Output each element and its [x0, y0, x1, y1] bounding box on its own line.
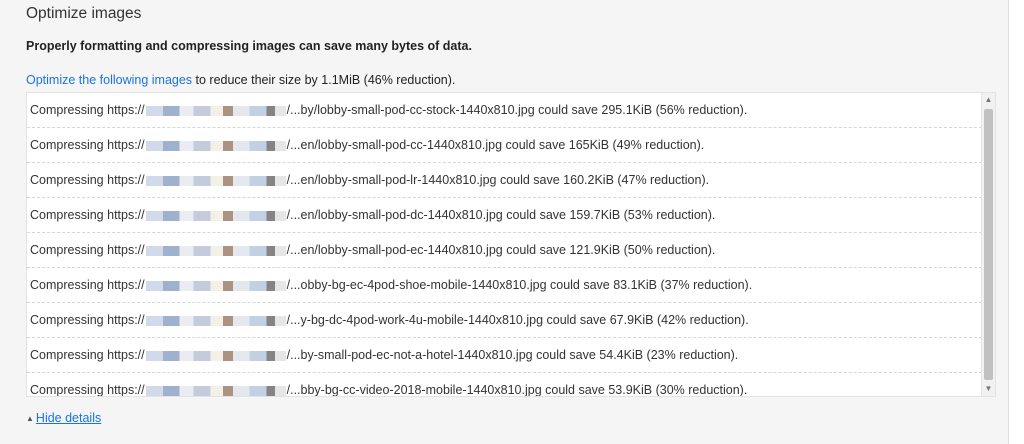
optimize-images-link[interactable]: Optimize the following images	[26, 73, 193, 87]
redacted-host	[145, 315, 286, 326]
row-prefix: Compressing https://	[30, 313, 145, 327]
row-suffix: /...y-bg-dc-4pod-work-4u-mobile-1440x810…	[286, 313, 749, 327]
summary-line: Optimize the following images to reduce …	[26, 73, 455, 87]
row-suffix: /...by/lobby-small-pod-cc-stock-1440x810…	[286, 103, 748, 117]
row-prefix: Compressing https://	[30, 348, 145, 362]
list-item: Compressing https:// /...en/lobby-small-p…	[27, 163, 982, 198]
row-suffix: /...en/lobby-small-pod-dc-1440x810.jpg c…	[286, 208, 716, 222]
redacted-host	[145, 210, 286, 221]
row-prefix: Compressing https://	[30, 138, 145, 152]
list-item: Compressing https:// /...by/lobby-small-p…	[27, 93, 982, 128]
redacted-host	[145, 350, 286, 361]
list-item: Compressing https:// /...by-small-pod-ec-…	[27, 338, 982, 373]
list-item: Compressing https:// /...en/lobby-small-p…	[27, 198, 982, 233]
row-prefix: Compressing https://	[30, 208, 145, 222]
redacted-host	[145, 175, 286, 186]
row-suffix: /...obby-bg-ec-4pod-shoe-mobile-1440x810…	[286, 278, 753, 292]
row-prefix: Compressing https://	[30, 383, 145, 397]
list-item: Compressing https:// /...bby-bg-cc-video-…	[27, 373, 982, 397]
redacted-host	[145, 385, 286, 396]
section-title: Optimize images	[26, 5, 142, 22]
image-list-rows: Compressing https:// /...by/lobby-small-p…	[27, 93, 982, 397]
redacted-host	[145, 280, 286, 291]
hide-details-link[interactable]: ▲ Hide details	[26, 411, 101, 425]
row-prefix: Compressing https://	[30, 278, 145, 292]
row-suffix: /...by-small-pod-ec-not-a-hotel-1440x810…	[286, 348, 739, 362]
image-list[interactable]: Compressing https:// /...by/lobby-small-p…	[26, 92, 996, 397]
list-item: Compressing https:// /...en/lobby-small-p…	[27, 128, 982, 163]
row-suffix: /...en/lobby-small-pod-lr-1440x810.jpg c…	[286, 173, 710, 187]
row-suffix: /...bby-bg-cc-video-2018-mobile-1440x810…	[286, 383, 748, 397]
redacted-host	[145, 105, 286, 116]
list-scrollbar[interactable]: ▲ ▼	[981, 93, 995, 396]
list-item: Compressing https:// /...en/lobby-small-p…	[27, 233, 982, 268]
redacted-host	[145, 140, 286, 151]
collapse-arrow-icon: ▲	[26, 414, 34, 423]
row-prefix: Compressing https://	[30, 173, 145, 187]
redacted-host	[145, 245, 286, 256]
hide-details-label[interactable]: Hide details	[35, 411, 102, 425]
row-suffix: /...en/lobby-small-pod-cc-1440x810.jpg c…	[286, 138, 705, 152]
scroll-up-icon[interactable]: ▲	[984, 95, 993, 104]
scroll-thumb[interactable]	[984, 109, 993, 380]
list-item: Compressing https:// /...obby-bg-ec-4pod-…	[27, 268, 982, 303]
row-suffix: /...en/lobby-small-pod-ec-1440x810.jpg c…	[286, 243, 716, 257]
list-item: Compressing https:// /...y-bg-dc-4pod-wor…	[27, 303, 982, 338]
row-prefix: Compressing https://	[30, 103, 145, 117]
summary-text: to reduce their size by 1.1MiB (46% redu…	[192, 73, 456, 87]
row-prefix: Compressing https://	[30, 243, 145, 257]
scroll-down-icon[interactable]: ▼	[984, 384, 993, 393]
section-subtitle: Properly formatting and compressing imag…	[26, 39, 472, 53]
